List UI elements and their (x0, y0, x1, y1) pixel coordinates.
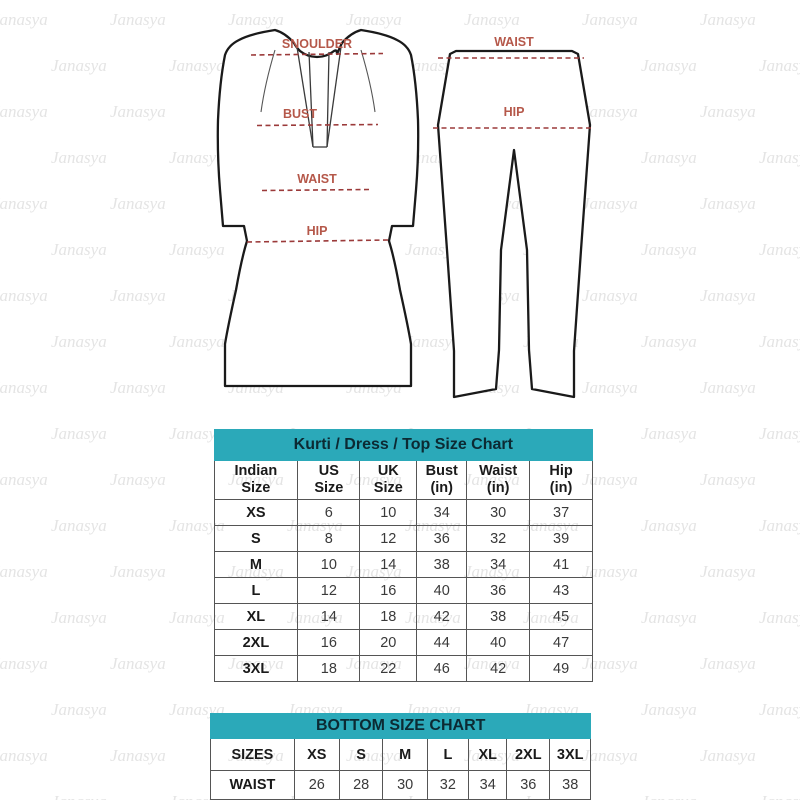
svg-text:SNOULDER: SNOULDER (282, 37, 352, 51)
svg-text:WAIST: WAIST (297, 172, 337, 186)
svg-text:HIP: HIP (307, 224, 328, 238)
svg-text:BUST: BUST (283, 107, 317, 121)
svg-text:HIP: HIP (504, 105, 525, 119)
svg-text:WAIST: WAIST (494, 35, 534, 49)
